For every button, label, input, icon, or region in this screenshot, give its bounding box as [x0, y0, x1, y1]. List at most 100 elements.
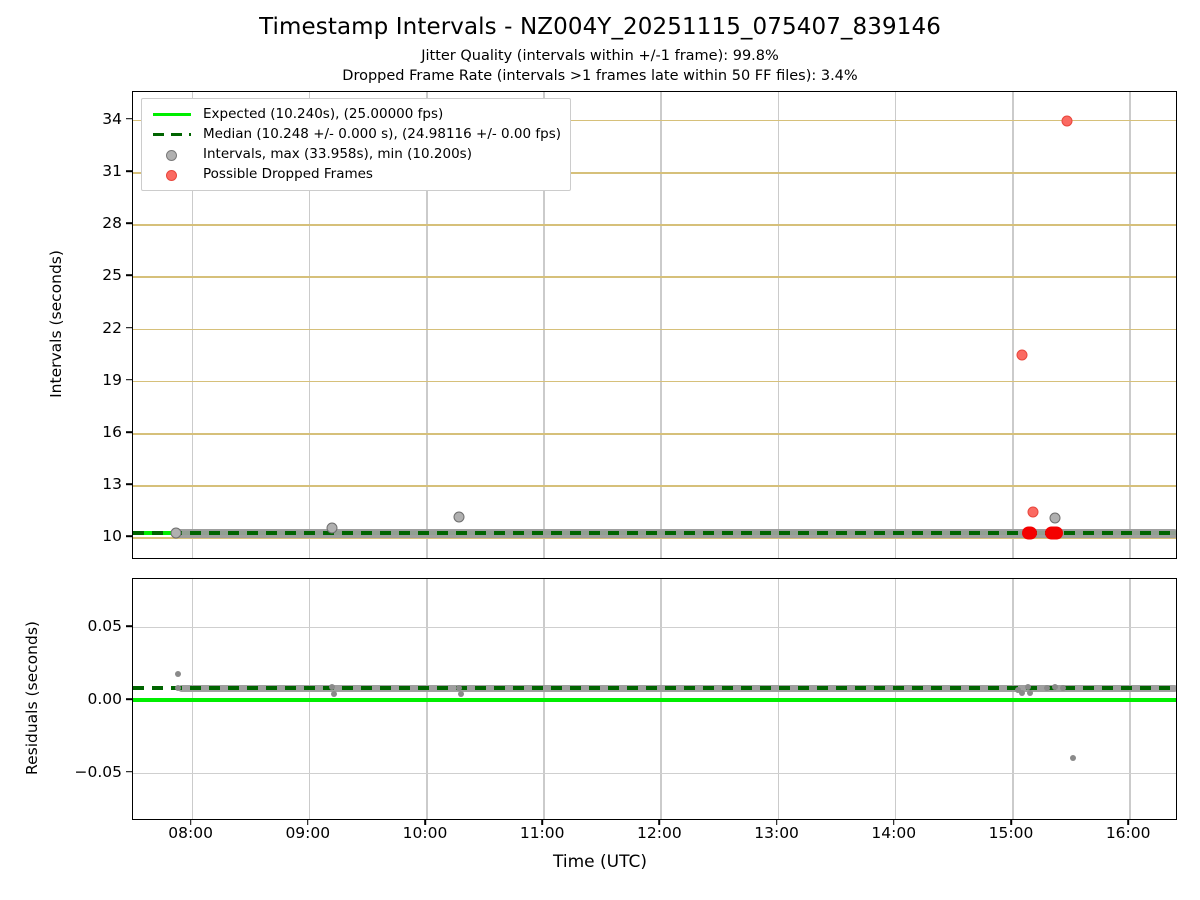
y-tick-label: 22: [102, 318, 122, 337]
y-tick-mark: [126, 222, 132, 225]
residuals-plot-area: [133, 579, 1176, 819]
dropped-frames-cluster: [1045, 526, 1063, 540]
horizontal-gridline: [133, 537, 1176, 539]
dropped-frames-cluster: [1021, 526, 1038, 540]
y-tick-mark: [126, 274, 132, 277]
y-tick-mark: [126, 625, 132, 627]
legend-label-expected: Expected (10.240s), (25.00000 fps): [203, 106, 444, 122]
legend-item-dropped: Possible Dropped Frames: [151, 164, 561, 184]
vertical-gridline: [1011, 92, 1014, 558]
residual-point: [329, 683, 336, 690]
y-tick-label: 0.00: [87, 690, 122, 708]
vertical-gridline: [1129, 92, 1131, 558]
dashed-line-icon: [151, 127, 193, 141]
residual-point: [1069, 755, 1076, 762]
dropped-frame-point: [1061, 115, 1073, 127]
x-tick-mark: [892, 820, 895, 825]
x-tick-mark: [775, 820, 778, 825]
residual-point: [174, 670, 181, 677]
residual-point: [1044, 685, 1051, 692]
interval-point: [326, 522, 338, 534]
residual-point: [174, 685, 181, 692]
legend-label-intervals: Intervals, max (33.958s), min (10.200s): [203, 146, 472, 162]
residual-point: [458, 691, 465, 698]
vertical-gridline: [425, 92, 428, 558]
legend-label-median: Median (10.248 +/- 0.000 s), (24.98116 +…: [203, 126, 562, 142]
residual-median-line: [133, 686, 1176, 691]
horizontal-gridline: [133, 772, 1176, 775]
y-tick-label: 25: [102, 266, 122, 285]
x-tick-mark: [424, 820, 426, 825]
legend-item-intervals: Intervals, max (33.958s), min (10.200s): [151, 144, 561, 164]
residual-point: [456, 685, 463, 692]
x-tick-label: 12:00: [637, 824, 682, 842]
residuals-axis-label: Residuals (seconds): [23, 621, 41, 775]
x-tick-label: 10:00: [402, 824, 448, 842]
dropped-frame-point: [1027, 506, 1039, 518]
x-tick-mark: [541, 820, 543, 825]
legend-item-expected: Expected (10.240s), (25.00000 fps): [151, 104, 561, 124]
residual-expected-line: [133, 698, 1176, 702]
residual-point: [331, 691, 338, 698]
horizontal-gridline: [133, 380, 1176, 383]
y-tick-mark: [126, 431, 132, 433]
y-tick-label: 16: [102, 422, 122, 441]
x-tick-label: 13:00: [754, 824, 799, 842]
chart-title: Timestamp Intervals - NZ004Y_20251115_07…: [259, 14, 941, 40]
y-tick-label: 34: [102, 109, 122, 128]
time-axis-label: Time (UTC): [553, 852, 647, 872]
intervals-plot-area: [133, 92, 1176, 558]
residual-point: [1059, 685, 1066, 692]
y-tick-label: 31: [102, 162, 122, 181]
horizontal-gridline: [133, 328, 1176, 331]
horizontal-gridline: [133, 224, 1176, 226]
x-tick-label: 16:00: [1105, 824, 1151, 842]
y-tick-label: 0.05: [87, 617, 122, 636]
vertical-gridline: [660, 92, 662, 558]
median-interval-line: [133, 531, 1176, 536]
x-tick-mark: [306, 820, 309, 825]
horizontal-gridline: [133, 276, 1176, 278]
y-tick-label: 10: [102, 527, 122, 546]
y-tick-mark: [126, 379, 132, 381]
vertical-gridline: [777, 92, 780, 558]
interval-point: [453, 511, 465, 522]
x-tick-mark: [1127, 820, 1129, 825]
residual-point: [1024, 683, 1031, 690]
y-tick-mark: [126, 698, 132, 700]
interval-point: [1049, 512, 1061, 524]
x-tick-mark: [658, 820, 661, 825]
x-tick-label: 09:00: [285, 824, 331, 842]
dropped-frame-rate-subtitle: Dropped Frame Rate (intervals >1 frames …: [342, 68, 858, 84]
y-tick-label: 19: [102, 370, 122, 389]
x-tick-label: 14:00: [871, 824, 917, 842]
red-circle-icon: [151, 167, 193, 181]
horizontal-gridline: [133, 485, 1176, 487]
grey-circle-icon: [151, 147, 193, 161]
horizontal-gridline: [133, 432, 1176, 435]
horizontal-gridline: [133, 119, 1176, 122]
y-tick-mark: [126, 326, 132, 329]
residual-point: [1026, 689, 1033, 696]
y-tick-label: −0.05: [74, 762, 123, 781]
vertical-gridline: [191, 92, 194, 558]
horizontal-gridline: [133, 627, 1176, 629]
x-tick-mark: [189, 820, 192, 825]
y-tick-mark: [126, 535, 132, 538]
legend-label-dropped: Possible Dropped Frames: [203, 166, 373, 182]
residual-point: [1051, 683, 1058, 690]
x-tick-label: 11:00: [519, 824, 565, 842]
y-tick-mark: [126, 483, 132, 485]
dropped-frame-point: [1016, 349, 1028, 361]
y-tick-mark: [126, 170, 132, 172]
interval-point: [170, 527, 182, 539]
solid-line-icon: [151, 107, 193, 121]
legend-item-median: Median (10.248 +/- 0.000 s), (24.98116 +…: [151, 124, 561, 144]
jitter-quality-subtitle: Jitter Quality (intervals within +/-1 fr…: [421, 48, 779, 64]
x-tick-label: 08:00: [168, 824, 213, 842]
horizontal-gridline: [133, 172, 1176, 174]
chart-legend: Expected (10.240s), (25.00000 fps) Media…: [141, 98, 572, 191]
y-tick-label: 13: [102, 475, 122, 494]
x-tick-label: 15:00: [988, 824, 1034, 842]
y-tick-label: 28: [102, 214, 122, 233]
